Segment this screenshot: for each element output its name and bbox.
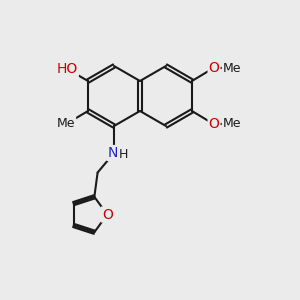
Text: N: N — [107, 146, 118, 160]
Text: Me: Me — [223, 117, 241, 130]
Text: HO: HO — [57, 62, 78, 76]
Text: Me: Me — [223, 62, 241, 75]
Text: O: O — [102, 208, 112, 221]
Text: Me: Me — [57, 117, 75, 130]
Text: H: H — [119, 148, 128, 161]
Text: O: O — [208, 61, 220, 75]
Text: O: O — [208, 117, 220, 131]
